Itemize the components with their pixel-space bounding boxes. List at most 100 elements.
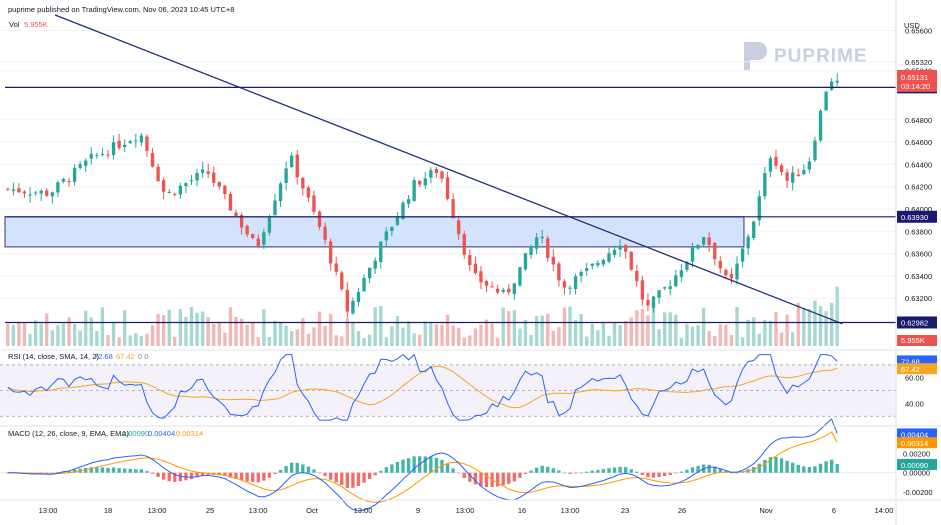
macd-histogram-bar [257, 473, 260, 483]
candle-body [290, 156, 293, 168]
macd-histogram-bar [535, 468, 538, 473]
volume-bar [591, 324, 594, 346]
macd-histogram-bar [529, 471, 532, 473]
candle-body [585, 268, 588, 271]
volume-bar [40, 324, 43, 346]
candle-body [279, 183, 282, 201]
macd-histogram-bar [819, 464, 822, 473]
candle-body [579, 272, 582, 276]
candle-body [84, 161, 87, 166]
volume-bar [67, 317, 70, 346]
macd-histogram-bar [340, 473, 343, 485]
time-tick-label: 13:00 [148, 506, 167, 515]
candle-body [524, 253, 527, 269]
volume-bar [607, 336, 610, 346]
volume-bar [90, 318, 93, 346]
time-tick-label: 14:00 [875, 506, 894, 515]
rsi-legend-sma: 67.42 [116, 352, 135, 361]
macd-histogram-bar [797, 465, 800, 473]
candle-body [273, 201, 276, 216]
volume-bar [808, 309, 811, 346]
candle-body [735, 264, 738, 280]
macd-histogram-bar [335, 473, 338, 483]
volume-bar [819, 306, 822, 346]
candle-body [368, 268, 371, 278]
candle-body [641, 280, 644, 299]
candle-body [351, 301, 354, 314]
rsi-sma-label: 67.42 [901, 365, 920, 374]
candle-body [223, 186, 226, 194]
candle-body [23, 192, 26, 194]
candle-body [90, 154, 93, 159]
volume-bar [463, 337, 466, 346]
macd-histogram-bar [290, 463, 293, 473]
macd-histogram-bar [401, 460, 404, 473]
candle-body [624, 245, 627, 251]
volume-bar [340, 336, 343, 346]
volume-bar [674, 315, 677, 346]
price-tick-label: 0.63600 [905, 250, 932, 259]
macd-histogram-bar [156, 473, 159, 477]
volume-bar [262, 309, 265, 346]
volume-bar [490, 324, 493, 346]
rsi-legend-extra: 0 0 [138, 352, 148, 361]
candle-body [195, 173, 198, 181]
candle-body [557, 264, 560, 281]
volume-bar [151, 325, 154, 346]
candle-body [284, 168, 287, 182]
macd-histogram-bar [791, 463, 794, 473]
candle-body [129, 141, 132, 143]
macd-histogram-bar [680, 472, 683, 473]
time-tick-label: 13:00 [561, 506, 580, 515]
volume-bar [780, 332, 783, 346]
currency-label[interactable]: USD [904, 21, 920, 30]
time-tick-label: Oct [306, 506, 319, 515]
macd-legend-macd: 0.00404 [148, 429, 175, 438]
volume-bar [257, 337, 260, 346]
volume-bar [207, 317, 210, 346]
candle-body [301, 178, 304, 188]
macd-histogram-bar [552, 468, 555, 473]
volume-bar [162, 315, 165, 346]
macd-histogram-bar [362, 473, 365, 483]
volume-bar [251, 322, 254, 346]
macd-value-label: 0.00090 [901, 461, 928, 470]
published-caption: puprime published on TradingView.com, No… [8, 5, 234, 14]
volume-bar [307, 334, 310, 346]
candle-body [518, 267, 521, 285]
volume-bar [830, 303, 833, 346]
candle-body [485, 281, 488, 286]
candle-body [62, 179, 65, 182]
candle-body [190, 180, 193, 181]
candle-body [173, 194, 176, 195]
candle-body [674, 275, 677, 286]
candle-body [435, 169, 438, 173]
volume-bar [630, 318, 633, 346]
rsi-legend-title: RSI (14, close, SMA, 14, 2) [8, 352, 99, 361]
candle-body [151, 153, 154, 167]
candle-body [335, 264, 338, 272]
candle-body [156, 167, 159, 181]
volume-bar [156, 314, 159, 346]
candle-body [412, 180, 415, 201]
volume-bar [797, 303, 800, 346]
candle-body [162, 180, 165, 192]
candle-body [407, 199, 410, 204]
macd-histogram-bar [635, 472, 638, 473]
price-tick-label: 0.64800 [905, 116, 932, 125]
macd-histogram-bar [780, 458, 783, 472]
macd-histogram-bar [763, 460, 766, 473]
candle-body [34, 192, 37, 193]
volume-bar [368, 335, 371, 346]
macd-histogram-bar [496, 473, 499, 487]
chart-canvas: PUPRIME 0.656000.653200.652400.648000.64… [0, 0, 941, 525]
macd-histogram-bar [646, 473, 649, 478]
candle-body [307, 188, 310, 198]
macd-histogram-bar [312, 469, 315, 472]
volume-bar [412, 333, 415, 346]
candle-body [591, 264, 594, 266]
volume-bar [485, 320, 488, 346]
macd-histogram-bar [296, 463, 299, 473]
volume-bar [641, 309, 644, 346]
volume-bar [290, 331, 293, 346]
